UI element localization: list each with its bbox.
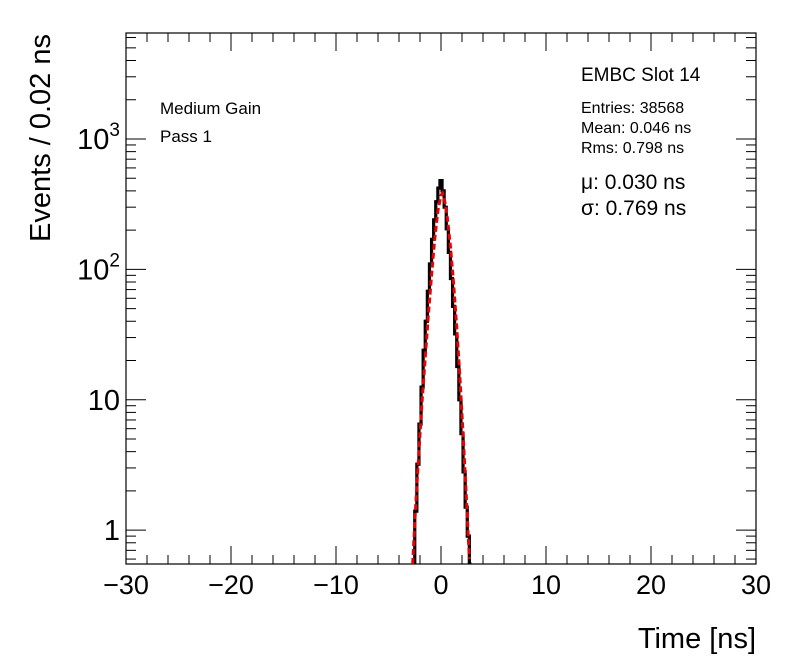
stats-mean: Mean: 0.046 ns: [581, 120, 691, 137]
x-tick-label: 30: [741, 570, 771, 600]
series-layer: [411, 178, 472, 564]
y-axis-tick-labels: 1 10 102 103: [77, 120, 120, 547]
stats-rms: Rms: 0.798 ns: [581, 140, 684, 157]
x-tick-label: −10: [313, 570, 359, 600]
x-tick-label: −30: [103, 570, 149, 600]
stats-sigma: σ: 0.769 ns: [581, 197, 686, 220]
y-tick-label: 103: [77, 120, 120, 156]
y-tick-label: 102: [77, 250, 120, 286]
stats-title: EMBC Slot 14: [581, 65, 701, 86]
x-axis-ticks: [125, 33, 757, 564]
annotation-pass: Pass 1: [160, 127, 212, 146]
y-axis-ticks: [126, 37, 756, 560]
y-axis-label: Events / 0.02 ns: [25, 34, 57, 242]
x-tick-label: 20: [636, 570, 666, 600]
x-axis-tick-labels: −30 −20 −10 0 10 20 30: [103, 570, 771, 600]
fit-curve: [411, 189, 471, 564]
y-tick-label: 10: [88, 385, 120, 417]
x-axis-label: Time [ns]: [638, 623, 756, 655]
x-tick-label: 0: [433, 570, 448, 600]
annotation-gain: Medium Gain: [160, 99, 261, 118]
x-tick-label: 10: [531, 570, 561, 600]
y-tick-label: 1: [104, 515, 120, 547]
stats-entries: Entries: 38568: [581, 100, 684, 117]
histogram-line: [412, 178, 472, 564]
x-tick-label: −20: [208, 570, 254, 600]
stats-mu: μ: 0.030 ns: [581, 171, 685, 194]
